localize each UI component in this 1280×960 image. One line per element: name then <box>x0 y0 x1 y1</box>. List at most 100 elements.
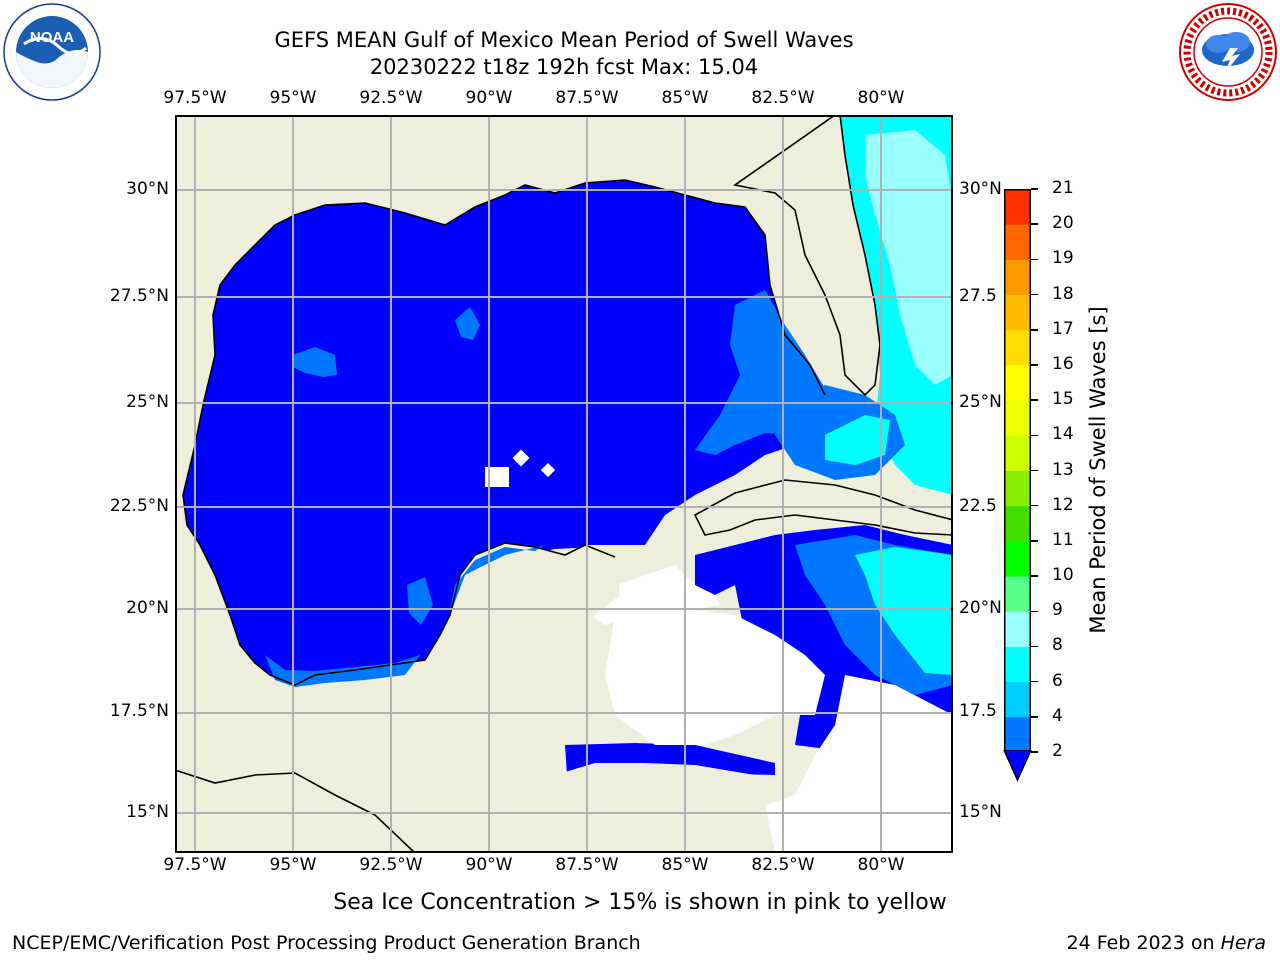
colorbar-segment <box>1004 294 1031 331</box>
colorbar-segment <box>1004 646 1031 683</box>
lat-label-left: 15°N <box>126 802 169 822</box>
colorbar-tick-label: 18 <box>1052 283 1074 304</box>
colorbar-tick-label: 9 <box>1052 600 1063 621</box>
colorbar-label: Mean Period of Swell Waves [s] <box>1086 306 1110 634</box>
lon-label-bottom: 92.5°W <box>359 855 423 875</box>
map-grid <box>175 115 953 853</box>
colorbar <box>1004 189 1031 752</box>
colorbar-segment <box>1004 576 1031 612</box>
colorbar-tick-mark <box>1031 329 1038 331</box>
colorbar-tick-mark <box>1031 293 1038 296</box>
colorbar-segment <box>1004 224 1031 260</box>
lon-label-bottom: 85°W <box>661 855 709 875</box>
gulf-ocean-area <box>183 180 825 685</box>
colorbar-segment <box>1004 189 1031 225</box>
colorbar-segment <box>1004 364 1031 401</box>
lon-label-bottom: 97.5°W <box>163 855 227 875</box>
lat-label-right: 27.5 <box>959 286 997 306</box>
lat-label-right: 15°N <box>959 802 1002 822</box>
lon-label-top: 92.5°W <box>359 88 423 108</box>
coastline-gulf <box>182 179 826 496</box>
colorbar-tick-label: 8 <box>1052 635 1063 656</box>
colorbar-tick-mark <box>1031 716 1038 718</box>
lat-label-right: 30°N <box>959 179 1002 199</box>
colorbar-tick-mark <box>1031 540 1038 542</box>
lon-label-bottom: 95°W <box>269 855 317 875</box>
colorbar-tick-label: 17 <box>1052 318 1074 339</box>
machine-name: Hera <box>1220 932 1266 954</box>
colorbar-segment <box>1004 681 1031 718</box>
chart-title: GEFS MEAN Gulf of Mexico Mean Period of … <box>274 28 854 52</box>
colorbar-segment <box>1004 611 1031 647</box>
colorbar-segment <box>1004 470 1031 507</box>
credit-text: NCEP/EMC/Verification Post Processing Pr… <box>12 932 641 954</box>
colorbar-tick-label: 12 <box>1052 494 1074 515</box>
lon-label-top: 97.5°W <box>163 88 227 108</box>
colorbar-tick-mark <box>1031 469 1038 472</box>
colorbar-segment <box>1004 259 1031 296</box>
colorbar-tick-mark <box>1031 610 1038 612</box>
noaa-logo-text: NOAA <box>30 29 74 46</box>
colorbar-segment <box>1004 329 1031 366</box>
colorbar-tick-mark <box>1031 364 1038 366</box>
lat-label-left: 17.5°N <box>109 701 169 721</box>
colorbar-tick-label: 10 <box>1052 565 1074 586</box>
chart-subtitle: 20230222 t18z 192h fcst Max: 15.04 <box>369 55 759 79</box>
lon-label-top: 95°W <box>269 88 317 108</box>
coastline-mexico <box>182 494 616 686</box>
gulf-of-mexico-map <box>175 115 953 853</box>
lon-label-bottom: 80°W <box>857 855 905 875</box>
colorbar-tick-label: 11 <box>1052 529 1074 550</box>
colorbar-tick-label: 15 <box>1052 389 1074 410</box>
colorbar-extend-arrow <box>1003 750 1032 782</box>
colorbar-segment <box>1004 716 1031 752</box>
lon-label-bottom: 82.5°W <box>751 855 815 875</box>
florida-straits-cyan <box>825 415 890 465</box>
lat-label-right: 17.5 <box>959 701 997 721</box>
colorbar-tick-mark <box>1031 188 1038 190</box>
lat-label-right: 22.5 <box>959 496 997 516</box>
sea-ice-note: Sea Ice Concentration > 15% is shown in … <box>333 890 947 915</box>
lon-label-top: 80°W <box>857 88 905 108</box>
lat-label-left: 20°N <box>126 598 169 618</box>
ocean-patch <box>407 577 433 625</box>
lon-label-top: 82.5°W <box>751 88 815 108</box>
noaa-logo-icon: NOAA <box>3 3 101 101</box>
no-data-spot <box>540 462 556 478</box>
lat-label-left: 25°N <box>126 392 169 412</box>
colorbar-tick-label: 2 <box>1052 741 1063 761</box>
date-text: 24 Feb 2023 on Hera <box>1067 932 1266 954</box>
colorbar-segment <box>1004 505 1031 542</box>
lon-label-bottom: 87.5°W <box>555 855 619 875</box>
caribbean-cyan-band <box>855 547 953 675</box>
colorbar-tick-mark <box>1031 434 1038 437</box>
ocean-patch <box>455 307 480 340</box>
coastline-pacific <box>175 769 416 853</box>
colorbar-tick-label: 16 <box>1052 353 1074 374</box>
lat-label-left: 27.5°N <box>109 286 169 306</box>
lon-label-bottom: 90°W <box>465 855 513 875</box>
ocean-patch <box>293 347 337 377</box>
colorbar-segment <box>1004 400 1031 436</box>
colorbar-tick-mark <box>1031 645 1038 648</box>
colorbar-tick-mark <box>1031 504 1038 507</box>
colorbar-tick-label: 4 <box>1052 705 1063 726</box>
nws-logo-icon <box>1179 3 1277 101</box>
atlantic-light-area <box>865 130 953 385</box>
colorbar-tick-mark <box>1031 399 1038 401</box>
colorbar-tick-mark <box>1031 575 1038 577</box>
colorbar-segment <box>1004 435 1031 471</box>
date-prefix: 24 Feb 2023 on <box>1066 932 1221 954</box>
ocean-shelf-band-yucatan <box>445 545 545 635</box>
lon-label-top: 87.5°W <box>555 88 619 108</box>
no-data-spot <box>485 467 509 487</box>
colorbar-tick-mark <box>1031 751 1038 753</box>
lon-label-top: 90°W <box>465 88 513 108</box>
yucatan-peninsula <box>175 547 620 853</box>
no-data-area-central-america <box>605 605 825 745</box>
colorbar-tick-mark <box>1031 223 1038 225</box>
lon-label-top: 85°W <box>661 88 709 108</box>
colorbar-tick-label: 20 <box>1052 213 1074 234</box>
colorbar-tick-mark <box>1031 680 1038 683</box>
no-data-spot <box>512 449 530 467</box>
